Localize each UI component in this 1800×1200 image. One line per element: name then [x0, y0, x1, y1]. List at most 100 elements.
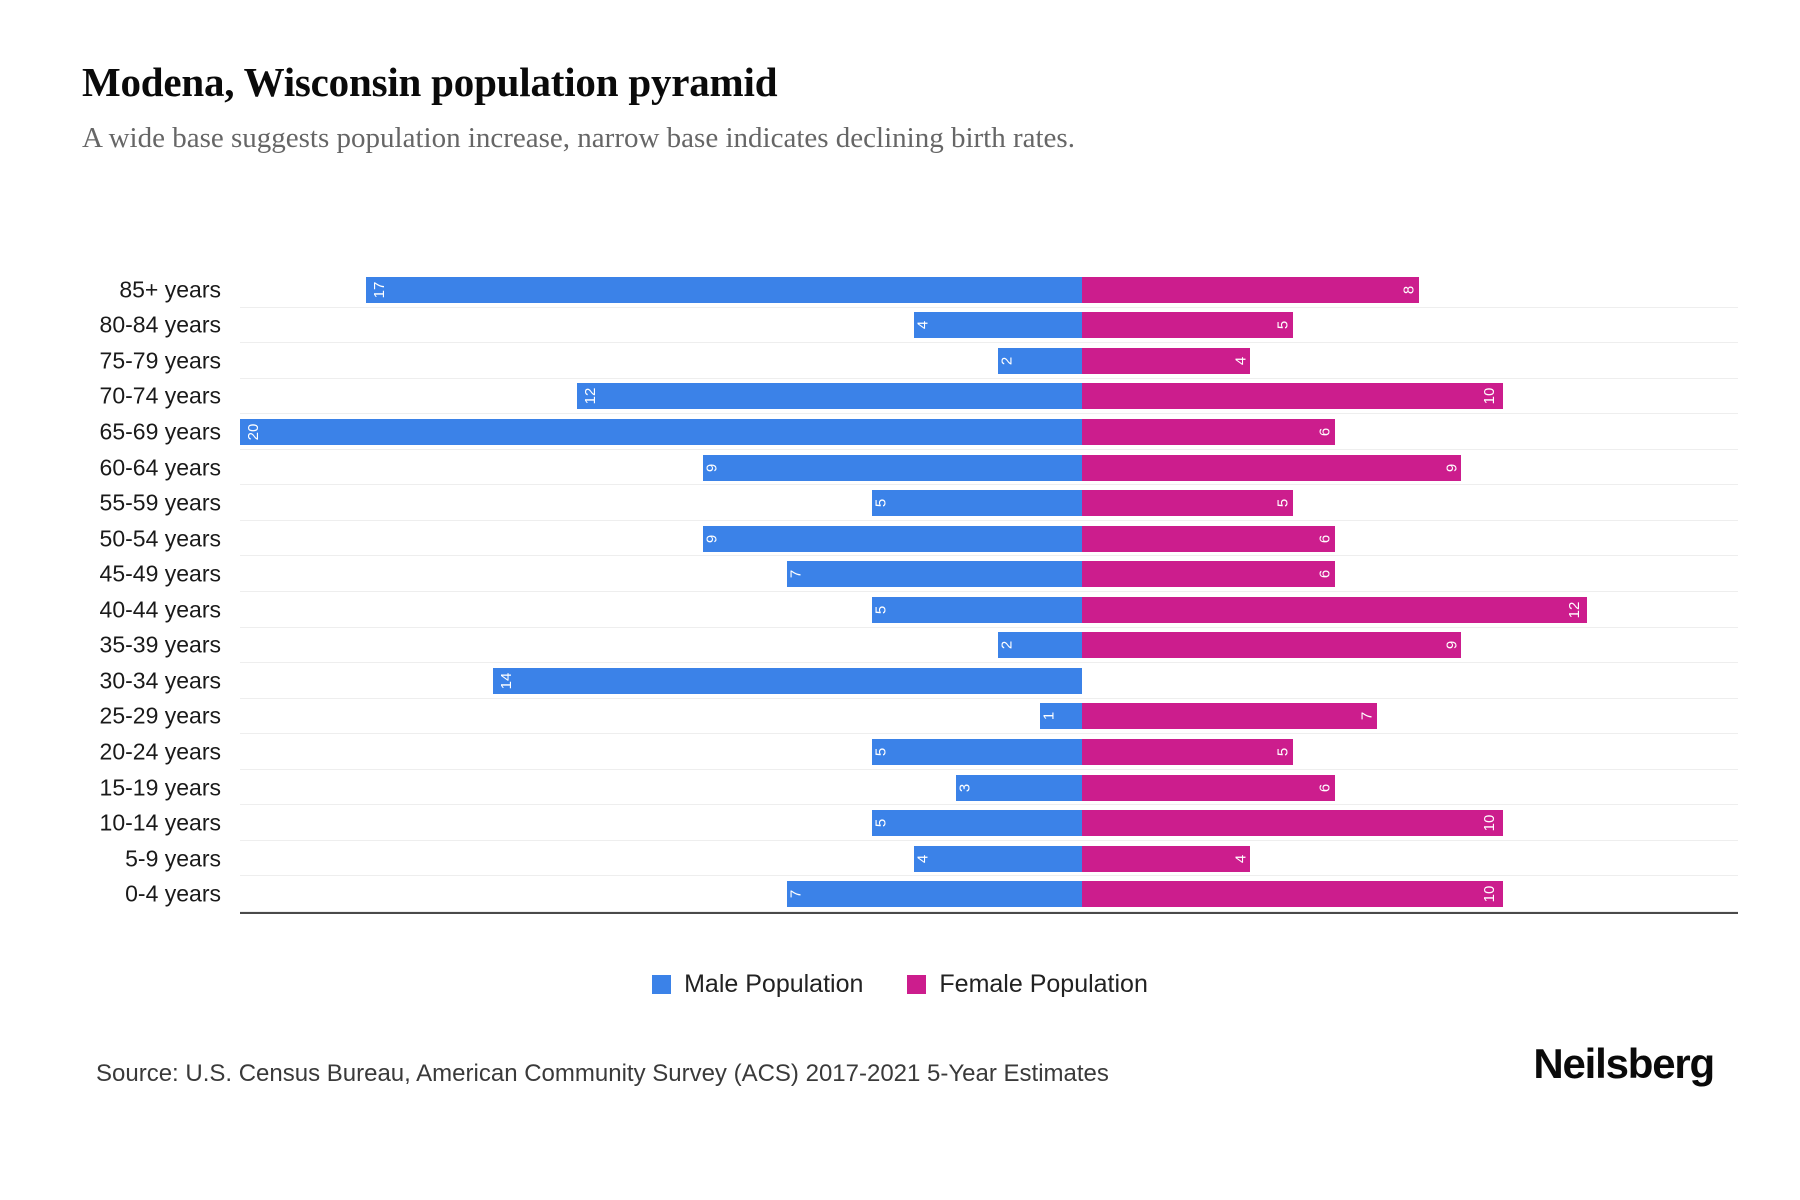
bar-female[interactable]: 5	[1082, 490, 1293, 517]
bar-male[interactable]: 9	[703, 454, 1082, 481]
bar-male[interactable]: 20	[240, 419, 1082, 445]
bar-male[interactable]: 2	[997, 347, 1082, 374]
bar-male[interactable]: 9	[703, 525, 1082, 552]
source-note: Source: U.S. Census Bureau, American Com…	[96, 1060, 1109, 1087]
bar-female[interactable]: 7	[1082, 703, 1377, 730]
bar-value-label: 7	[1359, 712, 1377, 721]
bar-value-label: 10	[1481, 814, 1499, 832]
bar-value-label: 7	[787, 570, 805, 579]
bar-value-label: 4	[914, 321, 932, 330]
bar-value-label: 9	[703, 463, 721, 472]
gridline	[240, 733, 1738, 735]
bar-value-label: 1	[1040, 712, 1058, 721]
gridline	[240, 768, 1738, 770]
gridline	[240, 804, 1738, 806]
bar-value-label: 5	[872, 818, 890, 828]
bar-value-label: 20	[244, 423, 262, 441]
gridline	[240, 875, 1738, 877]
gridline	[240, 591, 1738, 592]
bar-value-label: 14	[497, 672, 515, 690]
gridline	[240, 662, 1738, 664]
y-axis-tick-label: 45-49 years	[99, 560, 221, 587]
legend-swatch-female-icon	[907, 975, 927, 994]
bar-male[interactable]: 5	[871, 490, 1082, 517]
bar-value-label: 17	[371, 281, 389, 299]
bar-value-label: 5	[1274, 747, 1292, 757]
bar-male[interactable]: 1	[1039, 703, 1082, 730]
gridline	[240, 697, 1738, 699]
bar-value-label: 6	[1316, 427, 1334, 437]
gridline	[240, 413, 1738, 415]
bar-value-label: 6	[1316, 783, 1334, 792]
bar-female[interactable]: 10	[1082, 383, 1503, 410]
bar-male[interactable]: 2	[997, 632, 1082, 659]
bar-value-label: 8	[1401, 285, 1419, 294]
bar-male[interactable]: 7	[787, 881, 1082, 908]
y-axis-tick-label: 50-54 years	[99, 525, 221, 552]
y-axis-tick-label: 80-84 years	[99, 311, 221, 338]
bar-female[interactable]: 9	[1082, 632, 1461, 659]
bar-female[interactable]: 6	[1082, 525, 1335, 552]
bar-female[interactable]: 6	[1082, 419, 1335, 445]
bar-female[interactable]: 4	[1082, 347, 1251, 374]
y-axis-labels: 85+ years 80-84 years 75-79 years 70-74 yea…	[82, 272, 230, 912]
bar-male[interactable]: 12	[576, 383, 1082, 410]
y-axis-tick-label: 35-39 years	[99, 631, 221, 658]
bar-female[interactable]: 9	[1082, 454, 1461, 481]
bar-value-label: 5	[872, 498, 890, 508]
bar-male[interactable]: 4	[913, 312, 1082, 339]
bar-value-label: 2	[998, 356, 1016, 366]
bar-male[interactable]: 14	[492, 667, 1082, 694]
legend-label-female: Female Population	[939, 970, 1148, 998]
page-title: Modena, Wisconsin population pyramid	[82, 59, 778, 105]
bar-female[interactable]: 6	[1082, 561, 1335, 588]
bar-value-label: 12	[581, 388, 599, 405]
bar-value-label: 4	[1232, 854, 1250, 863]
chart-container: 85+ years 80-84 years 75-79 years 70-74 yea…	[82, 258, 1738, 918]
gridline	[240, 555, 1738, 557]
y-axis-tick-label: 5-9 years	[125, 845, 221, 872]
bar-value-label: 7	[787, 890, 805, 899]
gridline	[240, 377, 1738, 379]
plot-area: 17 8 4 5 2 4 12 10 20 6 9 9 5 5 9 6 7 6 5 12 2 9 14 1 7 5 5 3 6 5 10 4 4…	[240, 272, 1738, 914]
bar-female[interactable]: 6	[1082, 774, 1335, 801]
bar-value-label: 10	[1481, 388, 1499, 405]
bar-male[interactable]: 5	[871, 739, 1082, 765]
y-axis-tick-label: 60-64 years	[99, 454, 221, 481]
gridline	[240, 519, 1738, 521]
bar-male[interactable]: 17	[366, 276, 1082, 303]
bar-value-label: 5	[872, 747, 890, 757]
y-axis-tick-label: 30-34 years	[99, 667, 221, 694]
bar-female[interactable]: 4	[1082, 845, 1251, 872]
bar-female[interactable]: 5	[1082, 312, 1293, 339]
bar-value-label: 4	[914, 854, 932, 863]
legend-item-female[interactable]: Female Population	[907, 970, 1148, 999]
brand-logo: Neilsberg	[1533, 1040, 1715, 1087]
bar-female[interactable]: 10	[1082, 881, 1503, 908]
bar-female[interactable]: 5	[1082, 739, 1293, 765]
y-axis-tick-label: 65-69 years	[99, 418, 221, 445]
legend-label-male: Male Population	[684, 970, 864, 998]
y-axis-tick-label: 0-4 years	[125, 880, 221, 907]
bar-value-label: 6	[1316, 570, 1334, 579]
bar-value-label: 4	[1232, 356, 1250, 366]
legend-swatch-male-icon	[652, 975, 672, 994]
bar-value-label: 2	[998, 641, 1016, 650]
bar-male[interactable]: 4	[913, 845, 1082, 872]
bar-female[interactable]: 8	[1082, 276, 1419, 303]
bar-male[interactable]: 7	[787, 561, 1082, 588]
legend-item-male[interactable]: Male Population	[652, 970, 863, 999]
gridline	[240, 839, 1738, 841]
gridline	[240, 484, 1738, 486]
y-axis-tick-label: 20-24 years	[99, 738, 221, 765]
bar-male[interactable]: 5	[871, 596, 1082, 623]
bar-value-label: 9	[703, 534, 721, 543]
bar-value-label: 3	[956, 783, 974, 792]
bar-value-label: 10	[1481, 885, 1499, 903]
chart-legend: Male Population Female Population	[0, 970, 1800, 999]
bar-male[interactable]: 5	[871, 810, 1082, 837]
bar-female[interactable]: 12	[1082, 596, 1588, 623]
bar-male[interactable]: 3	[955, 774, 1082, 801]
bar-female[interactable]: 10	[1082, 810, 1503, 837]
bar-value-label: 9	[1443, 641, 1461, 650]
